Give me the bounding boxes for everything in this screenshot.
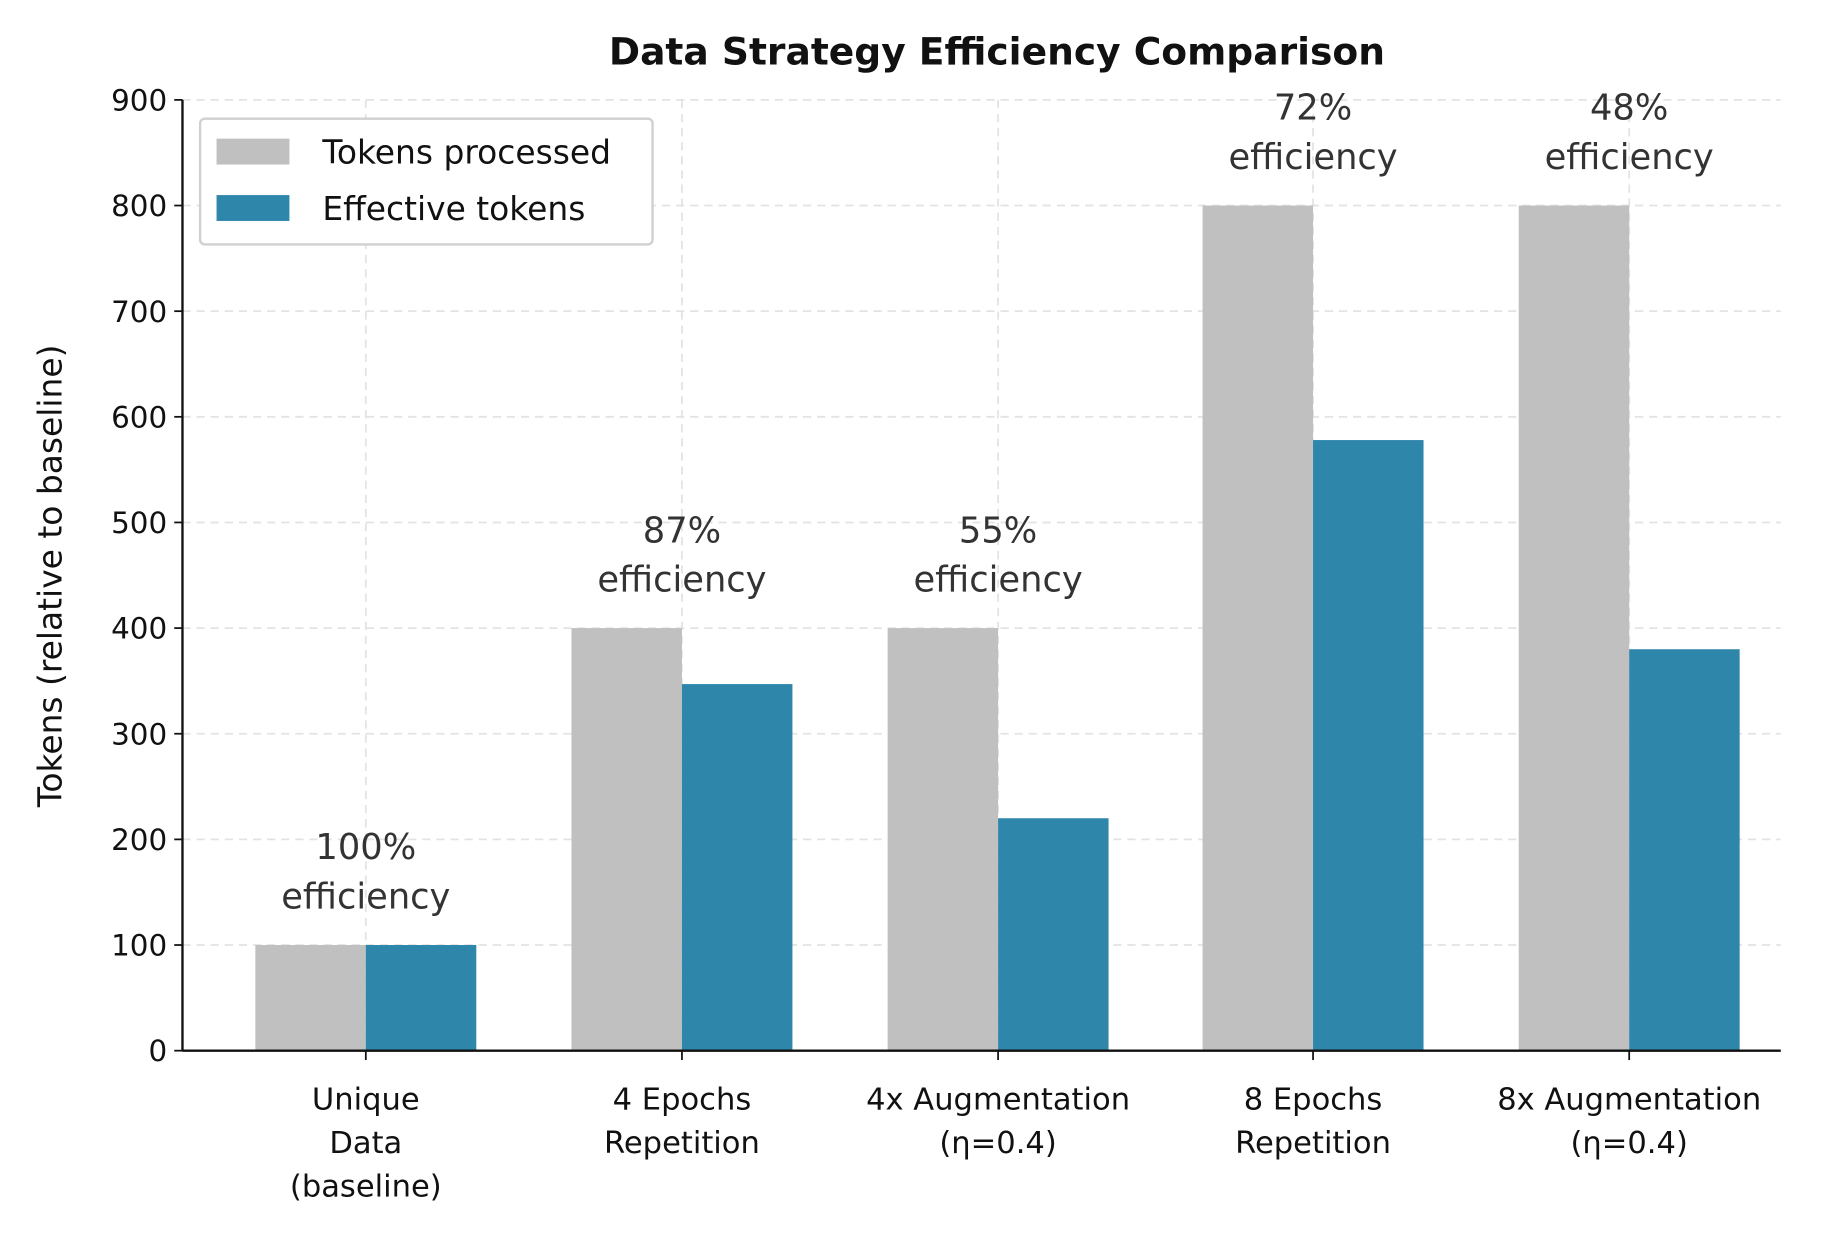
y-tick-label: 800 [111, 189, 167, 223]
y-tick-label: 600 [111, 400, 167, 434]
y-tick-label: 200 [111, 823, 167, 857]
bar-tokens-processed [1518, 205, 1630, 1051]
y-tick-label: 0 [148, 1034, 167, 1068]
x-tick-label: Repetition [604, 1126, 760, 1161]
labels: 0 100 200 300 400 500 600 700 800 900 Unique Data (b… [111, 83, 1761, 1204]
x-tick-label: Unique [312, 1082, 420, 1117]
efficiency-word-label: efficiency [1228, 137, 1397, 178]
legend-swatch [216, 138, 290, 165]
bar-effective-tokens [681, 684, 793, 1051]
legend-box [198, 117, 654, 246]
bar-tokens-processed [1202, 205, 1314, 1051]
y-tick-label: 400 [111, 612, 167, 646]
bar-tokens-processed [887, 628, 999, 1051]
x-tick-label: 4 Epochs [613, 1082, 752, 1117]
x-tick-label: 8x Augmentation [1497, 1082, 1761, 1117]
y-axis-label: Tokens (relative to baseline) [30, 345, 69, 809]
efficiency-percent-label: 48% [1590, 88, 1668, 129]
bars [255, 205, 1740, 1051]
axes [174, 99, 1781, 1061]
bar-effective-tokens [1313, 440, 1424, 1051]
efficiency-word-label: efficiency [1545, 137, 1714, 178]
x-tick-label: (η=0.4) [1571, 1126, 1688, 1161]
legend-label: Tokens processed [321, 132, 611, 171]
legend-label: Effective tokens [322, 189, 585, 228]
y-tick-label: 700 [111, 295, 167, 329]
x-tick-label: Repetition [1235, 1126, 1391, 1161]
y-tick-label: 500 [111, 506, 167, 540]
x-tick-label: (baseline) [290, 1169, 442, 1204]
efficiency-word-label: efficiency [913, 560, 1082, 601]
efficiency-percent-label: 87% [643, 510, 721, 551]
x-tick-label: 4x Augmentation [866, 1082, 1130, 1117]
bar-tokens-processed [255, 945, 366, 1051]
x-tick-label: Data [329, 1126, 402, 1161]
efficiency-percent-label: 72% [1274, 88, 1352, 129]
efficiency-word-label: efficiency [281, 877, 450, 918]
y-tick-label: 300 [111, 717, 167, 751]
bar-tokens-processed [571, 628, 682, 1051]
efficiency-percent-label: 100% [315, 827, 416, 868]
efficiency-word-label: efficiency [597, 560, 766, 601]
y-tick-label: 900 [111, 83, 167, 117]
bar-effective-tokens [365, 945, 477, 1051]
y-tick-label: 100 [111, 929, 167, 963]
legend: Tokens processed Effective tokens [198, 117, 654, 246]
bar-effective-tokens [998, 818, 1109, 1051]
x-tick-label: 8 Epochs [1244, 1082, 1383, 1117]
legend-swatch [216, 195, 290, 221]
x-tick-label: (η=0.4) [939, 1126, 1056, 1161]
bar-effective-tokens [1629, 649, 1740, 1051]
efficiency-percent-label: 55% [959, 510, 1037, 551]
chart-title: Data Strategy Efficiency Comparison [609, 30, 1385, 74]
